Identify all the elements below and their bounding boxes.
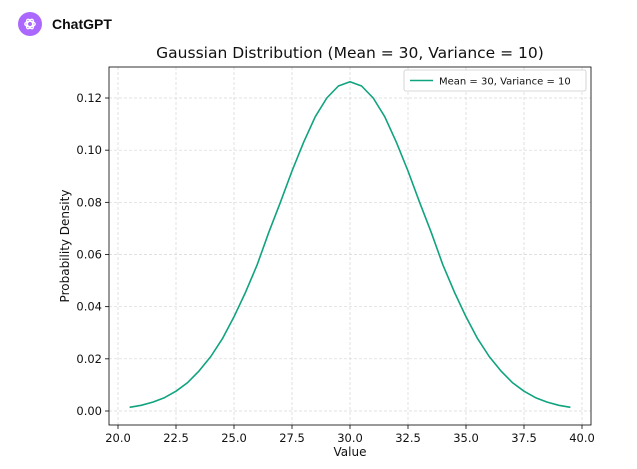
series-line (129, 81, 571, 409)
openai-logo-glyph (24, 18, 36, 30)
plot-frame (108, 66, 592, 426)
x-tick-label: 22.5 (163, 431, 189, 445)
app-title: ChatGPT (52, 16, 112, 32)
chart-title: Gaussian Distribution (Mean = 30, Varian… (156, 44, 544, 62)
curve-layer (129, 81, 571, 409)
x-axis-label: Value (334, 445, 367, 459)
x-tick-label: 37.5 (511, 431, 537, 445)
y-tick-label: 0.06 (76, 248, 102, 262)
tick-layer: 20.0 22.5 25.0 27.5 30.0 32.5 35.0 37.5 40.0 0.00… (76, 91, 594, 445)
x-tick-label: 35.0 (453, 431, 479, 445)
y-tick-label: 0.12 (76, 91, 102, 105)
y-tick-label: 0.10 (76, 143, 102, 157)
x-tick-label: 20.0 (105, 431, 131, 445)
x-tick-label: 32.5 (395, 431, 421, 445)
y-tick-label: 0.04 (76, 300, 102, 314)
x-tick-label: 40.0 (569, 431, 595, 445)
grid-layer (109, 67, 591, 425)
legend-label: Mean = 30, Variance = 10 (439, 77, 571, 88)
x-tick-label: 25.0 (221, 431, 247, 445)
openai-logo-icon[interactable] (18, 12, 42, 36)
y-axis-label: Probability Density (58, 190, 72, 303)
legend-box (403, 69, 587, 92)
x-tick-label: 30.0 (337, 431, 363, 445)
y-tick-label: 0.08 (76, 195, 102, 209)
legend: Mean = 30, Variance = 10 (403, 69, 587, 92)
y-tick-label: 0.00 (76, 404, 102, 418)
app-header: ChatGPT (18, 11, 112, 37)
y-tick-label: 0.02 (76, 352, 102, 366)
x-tick-label: 27.5 (279, 431, 305, 445)
